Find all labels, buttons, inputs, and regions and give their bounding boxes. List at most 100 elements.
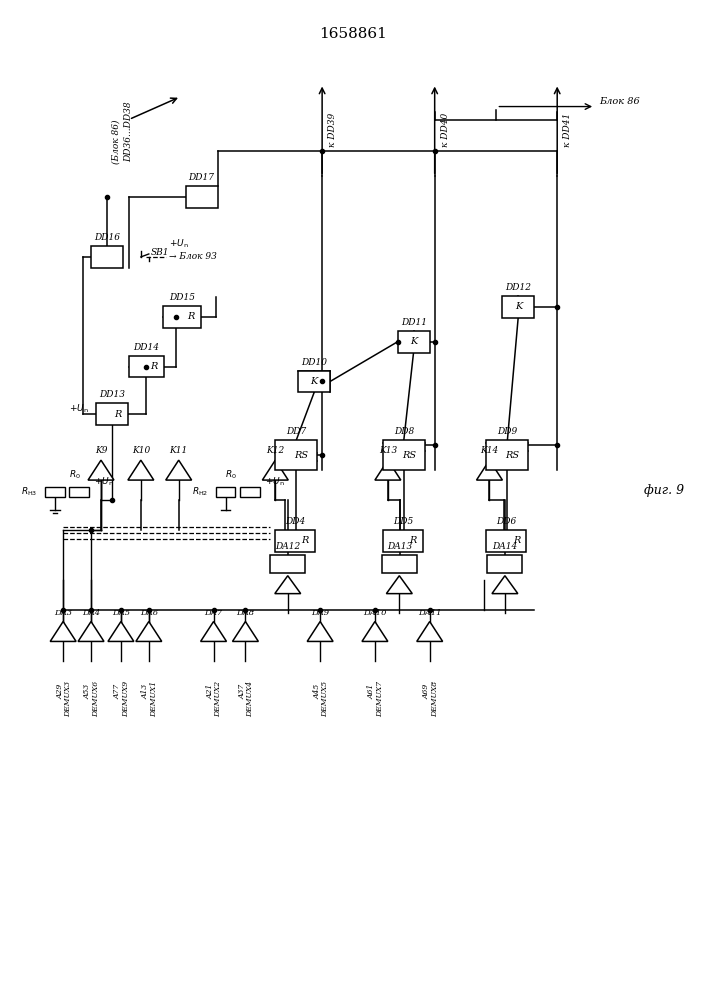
Text: DA4: DA4 bbox=[82, 609, 100, 617]
Text: DA3: DA3 bbox=[54, 609, 72, 617]
Polygon shape bbox=[386, 576, 412, 594]
Text: K: K bbox=[410, 337, 417, 346]
Text: DA8: DA8 bbox=[236, 609, 255, 617]
Bar bbox=[91, 246, 123, 268]
Text: DD13: DD13 bbox=[99, 390, 125, 399]
Bar bbox=[275, 530, 315, 552]
Text: DD10: DD10 bbox=[301, 358, 327, 367]
Text: DD8: DD8 bbox=[394, 427, 414, 436]
Bar bbox=[382, 555, 416, 573]
Text: DA10: DA10 bbox=[363, 609, 387, 617]
Text: DD11: DD11 bbox=[401, 318, 427, 327]
Text: к DD41: к DD41 bbox=[563, 112, 572, 147]
Bar bbox=[486, 530, 526, 552]
Bar bbox=[186, 186, 218, 208]
Text: DD5: DD5 bbox=[392, 517, 413, 526]
Bar bbox=[275, 440, 317, 470]
Polygon shape bbox=[136, 622, 162, 641]
Text: DD6: DD6 bbox=[496, 517, 517, 526]
Text: K14: K14 bbox=[480, 446, 498, 455]
Text: 1658861: 1658861 bbox=[319, 27, 387, 41]
Text: DEMUX8: DEMUX8 bbox=[431, 681, 438, 717]
Polygon shape bbox=[477, 460, 503, 480]
Text: DEMUX7: DEMUX7 bbox=[376, 681, 384, 717]
Text: A61: A61 bbox=[368, 684, 376, 699]
Text: R: R bbox=[151, 362, 158, 371]
Bar bbox=[96, 403, 128, 425]
Text: A21: A21 bbox=[206, 684, 214, 699]
Text: DEMUX1: DEMUX1 bbox=[150, 681, 158, 717]
Text: DD36...DD38: DD36...DD38 bbox=[124, 101, 134, 162]
Polygon shape bbox=[128, 460, 154, 480]
Text: DA7: DA7 bbox=[204, 609, 223, 617]
Text: DD17: DD17 bbox=[189, 173, 215, 182]
Text: DD12: DD12 bbox=[506, 283, 532, 292]
Polygon shape bbox=[88, 460, 114, 480]
Bar bbox=[270, 555, 305, 573]
Text: DA6: DA6 bbox=[140, 609, 158, 617]
Text: (Блок 86): (Блок 86) bbox=[112, 119, 120, 164]
Text: $+U_{\rm n}$: $+U_{\rm n}$ bbox=[169, 238, 189, 250]
Polygon shape bbox=[307, 622, 333, 641]
Text: DD16: DD16 bbox=[94, 233, 120, 242]
Text: DA5: DA5 bbox=[112, 609, 130, 617]
Text: фиг. 9: фиг. 9 bbox=[643, 484, 684, 497]
Text: DA9: DA9 bbox=[311, 609, 329, 617]
Text: K12: K12 bbox=[266, 446, 284, 455]
Text: → Блок 93: → Блок 93 bbox=[169, 252, 216, 261]
Text: A77: A77 bbox=[114, 684, 122, 699]
Text: K10: K10 bbox=[132, 446, 150, 455]
Text: A37: A37 bbox=[238, 684, 247, 699]
Text: $+U_{\rm n}$: $+U_{\rm n}$ bbox=[265, 476, 285, 488]
Bar bbox=[45, 487, 65, 497]
Text: K: K bbox=[310, 377, 317, 386]
Bar bbox=[298, 371, 330, 392]
Text: DEMUX6: DEMUX6 bbox=[92, 681, 100, 717]
Polygon shape bbox=[201, 622, 226, 641]
Polygon shape bbox=[416, 622, 443, 641]
Text: DA14: DA14 bbox=[492, 542, 518, 551]
Text: DEMUX9: DEMUX9 bbox=[122, 681, 130, 717]
Text: A45: A45 bbox=[313, 684, 321, 699]
Text: RS: RS bbox=[294, 451, 308, 460]
Text: Блок 86: Блок 86 bbox=[599, 97, 640, 106]
Text: K: K bbox=[515, 302, 522, 311]
Text: $+U_{\rm n}$: $+U_{\rm n}$ bbox=[94, 476, 114, 488]
Text: DEMUX5: DEMUX5 bbox=[321, 681, 329, 717]
Polygon shape bbox=[165, 460, 192, 480]
Bar bbox=[383, 440, 425, 470]
Polygon shape bbox=[375, 460, 401, 480]
Text: $R_0$: $R_0$ bbox=[225, 469, 236, 481]
Polygon shape bbox=[362, 622, 388, 641]
Text: K13: K13 bbox=[379, 446, 397, 455]
Polygon shape bbox=[233, 622, 258, 641]
Text: DEMUX2: DEMUX2 bbox=[214, 681, 223, 717]
Bar bbox=[69, 487, 89, 497]
Text: DA13: DA13 bbox=[387, 542, 412, 551]
Polygon shape bbox=[50, 622, 76, 641]
Text: R: R bbox=[301, 536, 309, 545]
Polygon shape bbox=[78, 622, 104, 641]
Text: R: R bbox=[115, 410, 122, 419]
Bar bbox=[240, 487, 260, 497]
Bar bbox=[163, 306, 201, 328]
Polygon shape bbox=[492, 576, 518, 594]
Bar bbox=[503, 296, 534, 318]
Text: K9: K9 bbox=[95, 446, 107, 455]
Text: R: R bbox=[513, 536, 520, 545]
Bar bbox=[383, 530, 423, 552]
Bar bbox=[398, 331, 430, 353]
Text: $R_{\rm H3}$: $R_{\rm H3}$ bbox=[21, 486, 37, 498]
Polygon shape bbox=[108, 622, 134, 641]
Text: DA12: DA12 bbox=[275, 542, 300, 551]
Bar bbox=[486, 440, 528, 470]
Polygon shape bbox=[275, 576, 300, 594]
Text: DD9: DD9 bbox=[497, 427, 518, 436]
Text: к DD40: к DD40 bbox=[440, 112, 450, 147]
Text: A13: A13 bbox=[142, 684, 150, 699]
Text: R: R bbox=[409, 536, 416, 545]
Text: A53: A53 bbox=[84, 684, 92, 699]
Text: SB1: SB1 bbox=[151, 248, 169, 257]
Text: A69: A69 bbox=[423, 684, 431, 699]
Bar bbox=[487, 555, 522, 573]
